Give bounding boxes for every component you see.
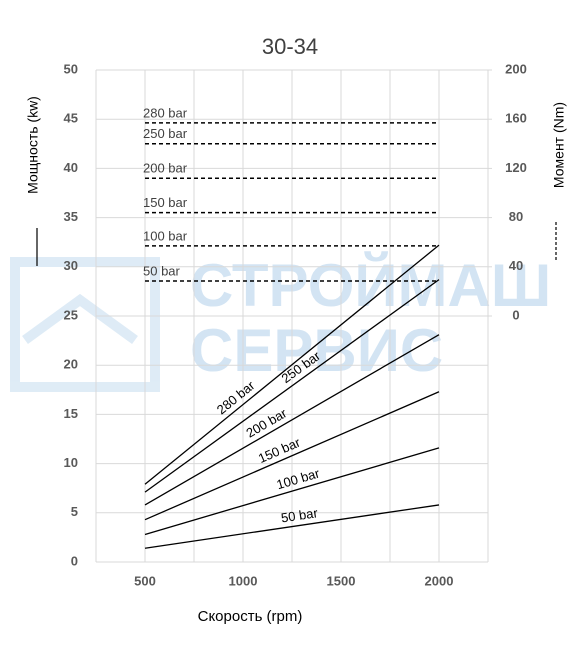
- y2-tick-label: 120: [505, 160, 527, 175]
- y-tick-label: 10: [64, 455, 78, 470]
- torque-label: 50 bar: [143, 263, 181, 278]
- torque-label: 200 bar: [143, 161, 188, 176]
- power-line: [144, 334, 440, 506]
- y-tick-label: 25: [64, 307, 78, 322]
- y2-tick-label: 160: [505, 111, 527, 126]
- y-tick-label: 20: [64, 357, 78, 372]
- y-tick-label: 40: [64, 160, 78, 175]
- torque-label: 100 bar: [143, 228, 188, 243]
- x-tick-label: 500: [134, 573, 156, 588]
- line-label: 50 bar: [280, 505, 319, 525]
- y-tick-label: 30: [64, 258, 78, 273]
- torque-label: 150 bar: [143, 195, 188, 210]
- y-tick-label: 0: [71, 553, 78, 568]
- x-tick-label: 1500: [327, 573, 356, 588]
- y-tick-label: 35: [64, 209, 78, 224]
- y-tick-label: 15: [64, 406, 78, 421]
- y2-tick-label: 80: [509, 209, 523, 224]
- power-line: [144, 504, 440, 549]
- x-axis-title: Скорость (rpm): [198, 608, 303, 625]
- y2-tick-label: 40: [509, 258, 523, 273]
- power-line: [144, 244, 440, 485]
- y-tick-label: 50: [64, 61, 78, 76]
- x-tick-label: 2000: [425, 573, 454, 588]
- y2-axis-title: Момент (Nm): [551, 102, 567, 188]
- power-line: [144, 447, 440, 536]
- power-line: [144, 391, 440, 521]
- torque-label: 280 bar: [143, 105, 188, 120]
- watermark: СЕРВИС: [190, 317, 443, 384]
- y-tick-label: 5: [71, 504, 78, 519]
- y-axis-title: Мощность (kw): [25, 96, 41, 194]
- x-tick-label: 1000: [229, 573, 258, 588]
- y-tick-label: 45: [64, 111, 78, 126]
- torque-label: 250 bar: [143, 126, 188, 141]
- power-line: [144, 279, 440, 493]
- chart-title: 30-34: [262, 34, 318, 59]
- watermark-logo: [10, 257, 160, 392]
- y2-tick-label: 0: [512, 307, 519, 322]
- watermark: СТРОЙМАШ: [190, 252, 551, 319]
- y2-tick-label: 200: [505, 61, 527, 76]
